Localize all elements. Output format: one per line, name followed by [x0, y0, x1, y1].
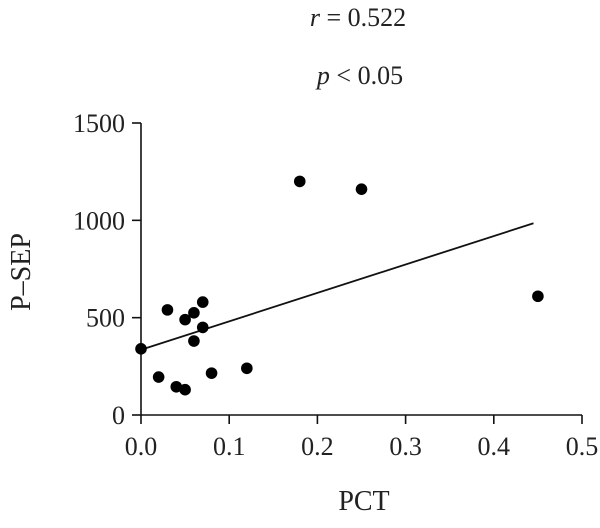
data-point: [161, 304, 174, 316]
x-tick-label: 0.2: [301, 432, 334, 461]
data-points: [135, 175, 544, 396]
x-tick-label: 0.1: [213, 432, 246, 461]
p-value: < 0.05: [330, 61, 403, 90]
x-tick-label: 0.4: [478, 432, 511, 461]
x-ticks: 0.0 0.1 0.2 0.3 0.4 0.5: [125, 415, 599, 461]
data-point: [355, 183, 368, 195]
data-point: [196, 296, 209, 308]
y-ticks: 0 500 1000 1500: [73, 109, 141, 430]
y-tick-label: 1000: [73, 206, 125, 235]
data-point: [293, 175, 306, 188]
data-point: [188, 307, 200, 319]
data-point: [135, 343, 147, 355]
data-point: [179, 383, 191, 396]
correlation-annotation: r = 0.522: [310, 3, 406, 32]
data-point: [196, 321, 209, 334]
p-value-annotation: p < 0.05: [315, 61, 403, 90]
x-tick-label: 0.5: [566, 432, 599, 461]
axes: [140, 123, 582, 416]
r-symbol: r: [310, 3, 321, 32]
y-tick-label: 1500: [73, 109, 125, 138]
data-point: [152, 371, 165, 383]
data-point: [179, 313, 191, 326]
data-point: [532, 290, 544, 303]
y-tick-label: 0: [112, 401, 125, 430]
data-point: [205, 367, 218, 379]
x-axis-title: PCT: [338, 486, 389, 517]
y-tick-label: 500: [86, 304, 125, 333]
r-value: = 0.522: [320, 3, 406, 32]
y-axis-title: P–SEP: [6, 233, 37, 311]
x-tick-label: 0.0: [125, 432, 158, 461]
p-symbol: p: [315, 61, 330, 90]
x-tick-label: 0.3: [389, 432, 422, 461]
data-point: [241, 362, 253, 375]
data-point: [170, 380, 183, 393]
data-point: [188, 335, 200, 347]
